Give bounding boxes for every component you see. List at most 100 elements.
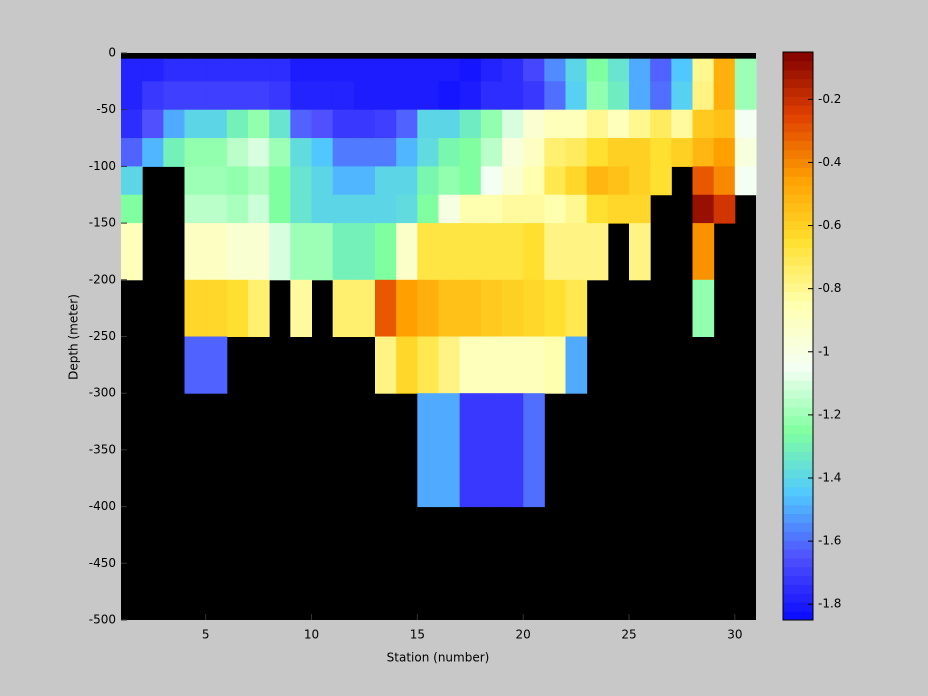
y-tick-label: -450 [89,556,116,570]
colorbar-swatch [783,549,813,559]
cell [226,138,249,167]
cell [734,58,757,82]
cell [586,81,609,111]
cell [607,58,630,82]
cell [502,166,524,196]
cell [121,81,143,111]
cell [121,223,143,281]
cell [205,279,228,337]
colorbar-swatch [783,69,813,80]
cell [650,81,672,111]
cell [459,194,482,224]
cell [565,223,588,281]
cell [523,81,545,111]
cell [544,279,566,337]
cell [650,166,672,196]
cell [586,166,609,196]
cell [205,138,228,167]
cell [565,81,588,111]
cell [629,81,651,111]
cell [396,109,418,139]
cell [713,138,736,167]
cell [459,336,482,394]
y-tick-label: -100 [89,159,116,173]
cell [502,336,524,394]
cell [544,336,566,394]
cell [184,194,207,224]
cell [523,223,545,281]
cell [163,58,185,82]
cell [438,393,461,508]
cell [629,194,651,224]
cell [480,223,503,281]
cell [480,81,503,111]
colorbar-swatch [783,611,813,621]
cell [121,109,143,139]
cell [502,223,524,281]
cell [290,166,312,196]
colorbar-swatch [783,557,813,568]
cell [417,166,439,196]
cell [438,109,461,139]
colorbar-swatch [783,282,813,293]
y-tick-label: -500 [89,613,116,627]
colorbar-swatch [783,522,813,532]
cell [692,223,715,281]
colorbar-swatch [783,318,813,328]
colorbar-swatch [783,149,813,159]
cell [692,138,715,167]
cell [607,109,630,139]
cell [586,194,609,224]
cell [523,194,545,224]
colorbar-swatch [783,273,813,284]
cell [671,58,693,82]
cell [163,81,185,111]
cell [607,194,630,224]
cell [396,166,418,196]
cell [375,109,397,139]
colorbar-swatch [783,575,813,585]
y-tick-label: -400 [89,499,116,513]
colorbar-swatch [783,424,813,435]
cell [565,279,588,337]
cell [502,194,524,224]
cell [205,58,228,82]
colorbar-swatch [783,478,813,488]
colorbar-swatch [783,344,813,355]
cell [438,336,461,394]
cell [565,138,588,167]
colorbar-swatch [783,291,813,301]
x-tick-label: 20 [516,628,531,642]
cell [184,166,207,196]
cell [544,166,566,196]
colorbar-swatch [783,460,813,470]
cell [459,109,482,139]
cell [544,58,566,82]
x-tick-label: 15 [410,628,425,642]
cell [480,279,503,337]
cell [502,58,524,82]
cell [290,279,312,337]
cell [523,138,545,167]
cell [226,81,249,111]
cell [290,223,312,281]
colorbar-swatch [783,362,813,372]
cell [269,81,291,111]
cell [375,223,397,281]
cell [375,81,397,111]
y-tick-label: -200 [89,272,116,286]
cell [184,109,207,139]
cell [353,194,376,224]
cell [290,58,312,82]
colorbar-swatch [783,442,813,452]
colorbar-swatch [783,52,813,62]
colorbar-swatch [783,140,813,151]
cell [396,336,418,394]
cell [226,109,249,139]
cell [565,194,588,224]
cell [523,393,545,508]
cell [565,336,588,394]
cell [544,223,566,281]
cell [523,109,545,139]
colorbar-swatch [783,185,813,195]
